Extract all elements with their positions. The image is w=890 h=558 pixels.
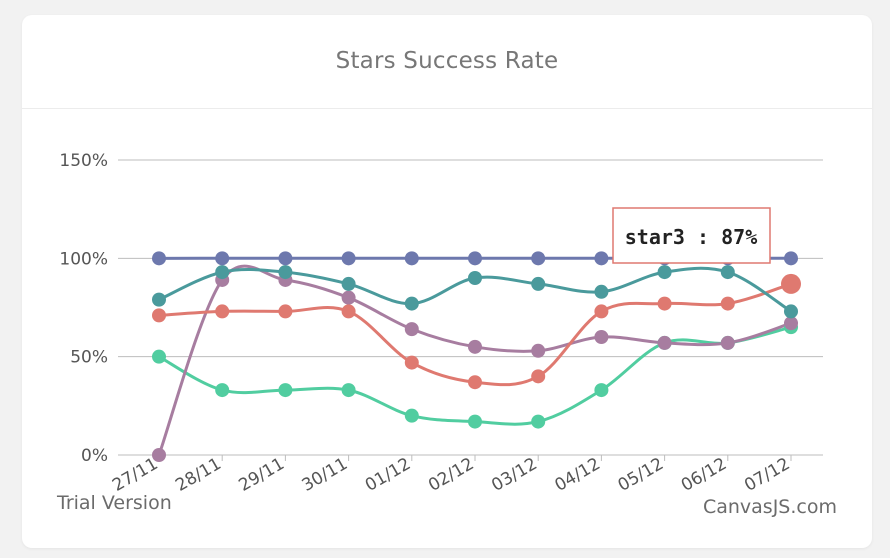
data-point[interactable] [784,316,798,331]
data-point[interactable] [278,304,293,319]
data-point[interactable] [531,276,546,291]
data-point[interactable] [152,308,166,323]
data-point[interactable] [404,296,419,311]
tooltip-value: 87% [721,225,757,249]
data-point[interactable] [531,414,546,429]
x-tick-label: 03/12 [488,454,540,496]
data-point[interactable] [720,265,735,280]
highlighted-data-point[interactable] [781,273,801,294]
data-point[interactable] [657,296,672,311]
data-point[interactable] [594,284,609,299]
data-point[interactable] [152,292,166,307]
data-point[interactable] [784,251,798,266]
data-point[interactable] [784,304,798,319]
x-tick-label: 04/12 [551,454,603,496]
tooltip-box [612,207,771,264]
x-tick-label: 27/11 [109,454,161,496]
data-point[interactable] [278,265,293,280]
tooltip-series: star3 [625,225,685,249]
x-tick-label: 06/12 [678,454,730,496]
data-point[interactable] [215,304,230,319]
tooltip-separator: : [685,225,721,249]
tooltip-text: star3 : 87% [625,225,757,249]
y-tick-label: 50% [70,348,108,368]
data-point[interactable] [341,251,356,266]
data-point[interactable] [152,349,166,364]
data-point[interactable] [720,296,735,311]
card-header: Stars Success Rate [22,15,872,109]
series-line-s_red[interactable] [157,282,793,387]
data-point[interactable] [531,251,546,266]
data-point[interactable] [468,339,482,354]
data-point[interactable] [404,408,419,423]
x-tick-label: 07/12 [741,454,793,496]
data-point[interactable] [404,322,419,337]
x-tick-label: 30/11 [299,454,351,496]
data-point[interactable] [215,265,230,280]
data-point[interactable] [531,369,546,384]
data-point[interactable] [278,383,293,398]
watermark-trial: Trial Version [56,492,172,514]
data-point[interactable] [152,448,166,462]
x-tick-label: 28/11 [172,454,224,496]
x-axis [158,455,792,461]
data-point[interactable] [468,251,482,266]
data-point[interactable] [341,276,356,291]
y-tick-label: 150% [59,151,108,171]
data-point[interactable] [341,304,356,319]
y-axis-labels: 0% 50% 100% 150% [59,151,108,466]
data-point[interactable] [341,383,356,398]
chart-title: Stars Success Rate [335,47,559,74]
data-point[interactable] [594,383,609,398]
data-point[interactable] [531,343,546,358]
tooltip: star3 : 87% [612,207,771,264]
data-point[interactable] [215,383,230,398]
data-point[interactable] [720,335,735,350]
data-point[interactable] [468,375,482,390]
data-point[interactable] [657,265,672,280]
data-point[interactable] [594,330,609,344]
x-tick-label: 29/11 [235,454,287,496]
watermark-canvasjs[interactable]: CanvasJS.com [703,496,837,518]
x-tick-label: 02/12 [425,454,477,496]
y-tick-label: 100% [59,249,108,269]
data-point[interactable] [468,271,482,285]
y-tick-label: 0% [81,446,108,466]
x-axis-labels: 27/11 28/11 29/11 30/11 01/12 02/12 03/12 04/12… [109,454,793,496]
data-point[interactable] [215,251,230,266]
data-point[interactable] [594,251,609,266]
x-tick-label: 05/12 [615,454,667,496]
series-line-s_purple[interactable] [157,264,793,457]
data-point[interactable] [404,251,419,266]
data-point[interactable] [404,355,419,370]
series-points [152,251,801,462]
data-point[interactable] [341,290,356,305]
data-point[interactable] [468,414,482,429]
data-point[interactable] [657,335,672,350]
data-point[interactable] [152,251,166,266]
x-tick-label: 01/12 [362,454,414,496]
data-point[interactable] [278,251,293,266]
data-point[interactable] [594,304,609,319]
